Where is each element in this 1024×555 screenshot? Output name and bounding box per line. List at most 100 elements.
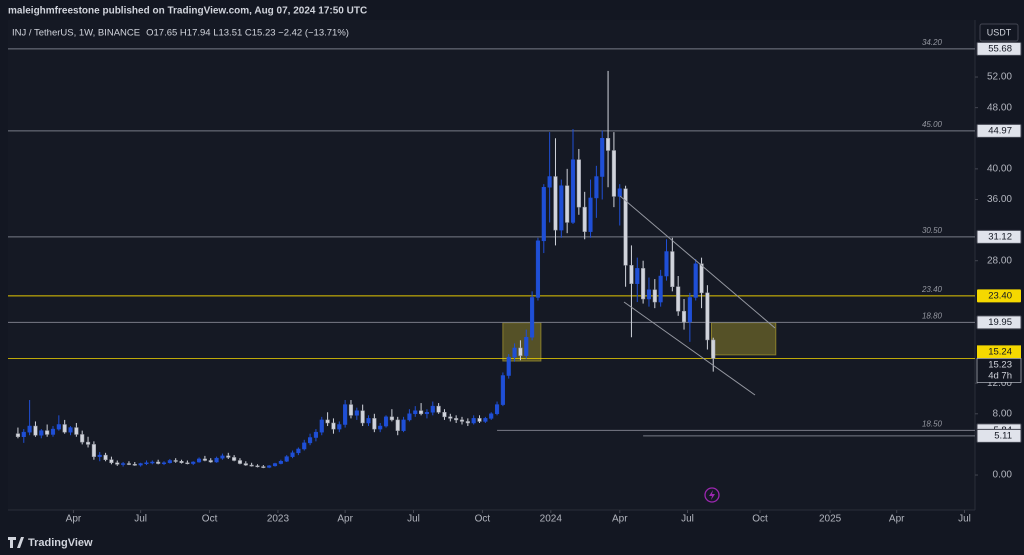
last-price-badge [977,345,1021,359]
candle-body [383,416,389,427]
candle-body [191,461,196,464]
plot-area [8,20,975,510]
y-tick-label: 48.00 [987,102,1012,113]
candle-body [272,463,278,467]
candle-body [249,464,254,467]
candle-body [232,457,237,461]
candle-body [471,418,476,424]
candle-body [530,297,535,338]
candle-body [33,425,38,436]
candle-body [576,159,581,208]
publisher-line: maleighmfreestone published on TradingVi… [8,6,367,17]
candle-body [658,275,663,303]
level-label: 34.20 [922,38,943,47]
ohlc-legend: O17.65 H17.94 L13.51 C15.23 −2.42 (−13.7… [146,28,349,39]
level-label: 18.80 [922,311,943,320]
candle-body [372,418,377,430]
candle-body [465,421,470,424]
candle-body [494,404,500,415]
candle-body [103,454,108,460]
candle-body [144,462,149,465]
candle-body [80,434,85,443]
x-tick-label: 2025 [819,514,842,525]
candle-body [267,465,272,468]
x-tick-label: Jul [134,514,147,525]
x-tick-label: Oct [475,514,491,525]
candle-body [179,460,184,464]
candle-body [208,460,213,463]
candle-body [623,188,628,266]
candle-body [325,419,330,424]
candle-body [161,462,167,465]
x-tick-label: Jul [958,514,971,525]
footer [0,530,1024,555]
candle-body [436,405,441,413]
candle-body [652,289,657,303]
candle-body [68,427,73,433]
candle-body [641,268,646,300]
candle-body [237,460,243,464]
y-tick-label: 52.00 [987,72,1012,83]
candle-body [45,430,50,435]
candle-body [489,413,494,419]
y-tick-label: 28.00 [987,255,1012,266]
candle-body [477,418,482,422]
candle-body [664,251,669,277]
channel-line-lower [623,301,756,396]
candle-body [711,339,716,359]
candle-body [430,405,435,413]
countdown-badge [976,358,1022,383]
candle-body [261,466,266,468]
candle-body [156,461,161,464]
candle-body [319,419,324,433]
candle-body [693,263,698,298]
event-icon[interactable] [704,487,720,503]
candle-body [278,460,283,464]
currency-label[interactable]: USDT [987,27,1012,37]
x-tick-label: Apr [66,514,82,525]
candle-body [308,437,313,444]
candle-body [401,419,406,431]
candle-body [337,424,342,430]
candle-body [15,433,20,438]
candle-body [617,188,622,197]
candle-body [378,425,383,430]
candle-body [167,460,172,464]
candle-body [459,419,465,422]
level-label: 30.50 [922,226,943,235]
candle-body [331,422,336,430]
price-axis-badge [976,123,1022,138]
candle-body [553,176,558,231]
candle-body [202,458,207,461]
candle-body [185,462,190,465]
candle-body [138,463,143,466]
candle-body [687,297,692,323]
candle-body [126,463,132,465]
candle-body [424,412,429,415]
candle-body [395,419,400,431]
candle-body [302,442,307,450]
candle-body [506,356,511,376]
event-bolt [709,490,715,500]
candle-body [606,138,611,151]
candle-body [343,404,348,425]
price-axis-label: 5.11 [994,430,1012,441]
candle-body [115,462,120,465]
candle-body [442,412,447,418]
level-label: 45.00 [922,120,943,129]
currency-button[interactable] [979,23,1019,42]
candle-body [255,465,260,468]
candle-body [681,310,687,323]
candle-body [85,441,91,445]
candle-body [173,460,178,462]
candle-body [611,150,616,197]
candle-body [570,159,576,223]
candle-body [91,444,96,457]
candle-body [670,251,675,287]
candle-body [284,456,289,462]
candle-body [39,430,44,436]
channel-line-upper [619,195,776,329]
candle-body [419,410,424,415]
